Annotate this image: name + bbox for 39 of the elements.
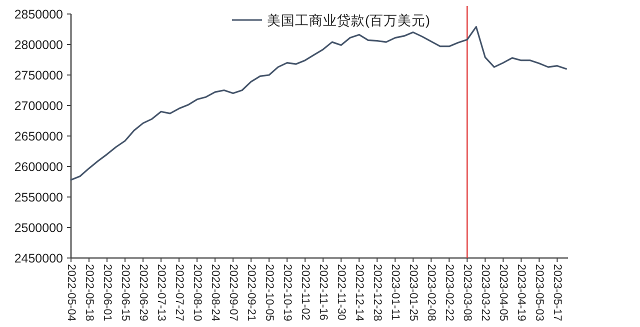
y-tick-label: 2550000 <box>14 190 64 204</box>
y-tick-label: 2500000 <box>14 221 64 235</box>
x-tick-label: 2022-05-18 <box>83 264 96 322</box>
x-tick-label: 2022-07-13 <box>155 264 168 322</box>
x-tick-label: 2023-04-19 <box>515 264 528 322</box>
x-tick-label: 2023-01-25 <box>407 264 420 322</box>
y-tick-label: 2750000 <box>14 68 64 82</box>
x-tick-label: 2022-11-02 <box>299 264 312 320</box>
line-series <box>70 26 567 181</box>
x-tick-label: 2022-11-30 <box>335 264 348 320</box>
y-tick-label: 2650000 <box>14 130 64 144</box>
x-tick-label: 2022-06-29 <box>137 264 150 322</box>
y-tick-label: 2800000 <box>14 38 64 52</box>
y-tick-label: 2600000 <box>14 160 64 174</box>
x-tick-label: 2023-02-08 <box>425 264 438 322</box>
x-tick-label: 2023-05-03 <box>533 264 546 322</box>
x-tick-label: 2023-03-08 <box>461 264 474 322</box>
x-tick-label: 2022-08-24 <box>209 264 222 322</box>
x-tick-label: 2023-02-22 <box>443 264 456 322</box>
x-tick-label: 2022-10-19 <box>281 264 294 322</box>
x-tick-label: 2022-09-21 <box>245 264 258 322</box>
legend-label: 美国工商业贷款(百万美元) <box>267 13 430 28</box>
y-tick-label: 2450000 <box>14 252 64 266</box>
x-tick-label: 2022-10-05 <box>263 264 276 322</box>
x-tick-label: 2022-07-27 <box>173 264 186 322</box>
x-tick-label: 2022-06-01 <box>101 264 114 322</box>
x-tick-label: 2023-04-05 <box>497 264 510 322</box>
x-tick-label: 2022-09-07 <box>227 264 240 322</box>
x-tick-label: 2023-03-22 <box>479 264 492 322</box>
y-tick-label: 2700000 <box>14 99 64 113</box>
x-tick-label: 2022-12-28 <box>371 264 384 322</box>
x-tick-label: 2023-01-11 <box>389 264 402 320</box>
y-tick-label: 2850000 <box>14 8 64 22</box>
x-tick-label: 2022-11-16 <box>317 264 330 320</box>
x-tick-label: 2022-05-04 <box>65 264 77 322</box>
x-tick-label: 2023-05-17 <box>551 264 564 322</box>
x-tick-label: 2022-06-15 <box>119 264 132 322</box>
x-tick-label: 2022-08-10 <box>191 264 204 322</box>
x-tick-label: 2022-12-14 <box>353 264 366 322</box>
